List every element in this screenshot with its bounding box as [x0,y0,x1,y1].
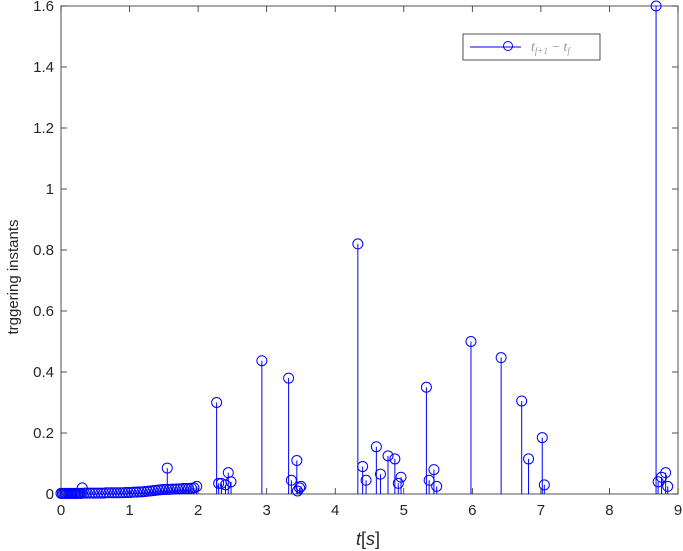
legend-marker [503,41,513,51]
stem-marker [516,395,528,407]
y-tick-label: 1 [46,181,54,198]
x-tick-label: 0 [57,502,65,519]
y-tick-label: 1.6 [33,0,54,15]
x-axis-label-open: [ [361,529,366,549]
stem-marker [161,462,173,474]
y-tick-label: 0.4 [33,364,54,381]
y-tick-label: 1.4 [33,59,54,76]
stem-marker [283,372,295,384]
stem-marker [225,476,237,488]
legend-label-a: t [531,40,536,55]
x-tick-label: 8 [605,502,613,519]
stem-marker [211,397,223,408]
stem-marker [389,453,401,465]
x-axis-label-close: ] [375,529,380,549]
x-axis-label: t[s] [356,529,380,549]
stem-marker [662,480,674,492]
x-tick-label: 1 [125,502,133,519]
y-tick-label: 0.6 [33,303,54,320]
stem-marker [360,474,372,486]
stem-marker [213,477,225,489]
legend-label-a-sub: f+1 [535,46,548,56]
y-tick-label: 0 [46,486,54,503]
stem-marker [538,479,550,491]
y-tick-label: 0.8 [33,242,54,259]
stem-series [55,0,674,499]
stem-marker [191,480,203,492]
plot-area [60,5,679,495]
x-axis-label-var: t [356,529,362,549]
x-axis-label-unit: s [366,529,375,549]
x-tick-label: 3 [262,502,270,519]
legend-label-b-sub: f [567,46,571,56]
stem-marker [428,464,440,476]
stem-marker [291,454,303,466]
axes-box [60,5,679,495]
y-axis-label: trggering instants [5,219,22,334]
stem-marker [295,480,307,492]
x-tick-label: 4 [331,502,339,519]
x-tick-label: 2 [194,502,202,519]
y-tick-label: 1.2 [33,120,54,137]
x-tick-label: 6 [468,502,476,519]
legend-label-op: − [551,40,560,55]
x-tick-label: 7 [537,502,545,519]
legend-label: tf+1− tf [531,40,571,56]
stem-marker [256,355,268,367]
stem-marker [465,336,477,347]
stem-marker [495,352,507,364]
stem-marker [352,238,364,250]
stem-marker [357,461,369,473]
stem-marker [374,468,386,480]
stem-marker [660,467,672,479]
x-tick-label: 9 [674,502,682,519]
legend: tf+1− tf [462,33,601,61]
axis-ticks: 0 1 2 3 4 5 6 7 8 9 0 0.2 0.4 0.6 0.8 1 1.2 1.4 1.6 [33,0,682,519]
stem-marker [523,453,535,465]
y-tick-label: 0.2 [33,425,54,442]
stem-marker [294,482,306,494]
legend-label-b: t [563,40,568,55]
stem-marker [431,480,443,492]
stem-marker [420,381,432,393]
stem-marker [370,441,382,453]
stem-marker [395,471,407,483]
x-tick-label: 5 [400,502,408,519]
stem-marker [382,450,394,462]
stem-marker [536,432,548,444]
stem-marker [188,482,200,494]
stem-marker [650,0,662,12]
stem-marker [392,477,404,489]
